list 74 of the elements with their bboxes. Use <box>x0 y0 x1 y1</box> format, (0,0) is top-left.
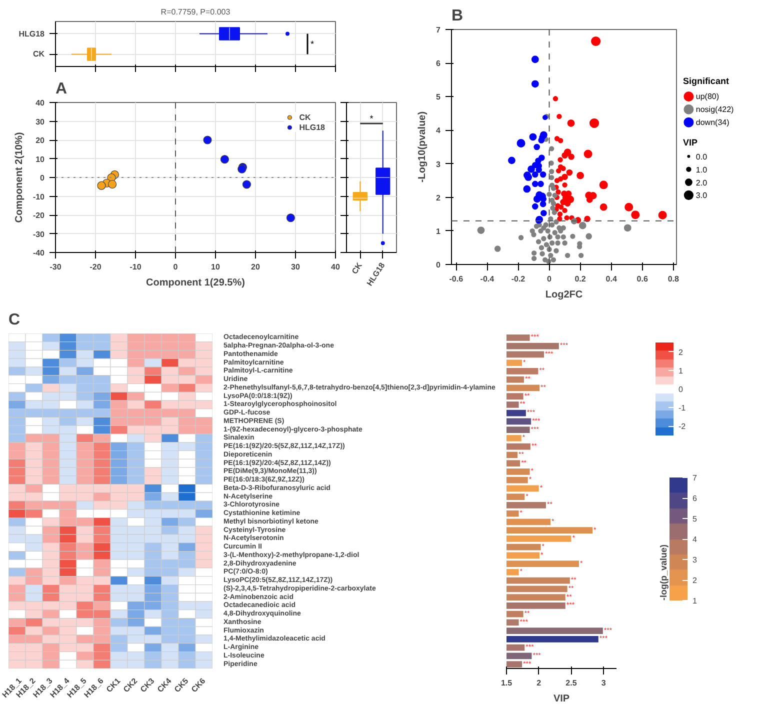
text: VIP <box>682 137 698 148</box>
legend-label: 0.0 <box>696 152 708 162</box>
x-tick-label: -0.2 <box>511 274 526 284</box>
legend-label: 1.0 <box>696 165 708 174</box>
x-tick-label: 0.4 <box>606 274 618 284</box>
y-tick-label: 40 <box>36 98 46 108</box>
color-bar-label: 1 <box>678 366 684 376</box>
x-tick-label: CK5 <box>172 676 191 694</box>
y-tick-label: -10 <box>32 192 46 202</box>
y-tick-label: 5 <box>436 92 442 102</box>
legend-label: down(34) <box>696 118 730 127</box>
y-tick-label: -30 <box>32 230 46 239</box>
x-tick-label: CK1 <box>104 676 123 694</box>
x-tick-label: -10 <box>130 262 142 272</box>
y-tick-label: 7 <box>436 26 442 34</box>
y-axis-title: -Log10(pvalue) <box>417 111 428 183</box>
x-axis-title: Component 1(29.5%) <box>146 278 245 288</box>
text: B <box>452 8 464 24</box>
x-tick-label: 0 <box>547 274 552 284</box>
y-tick-label: 10 <box>36 154 46 164</box>
color-bar-label: -1 <box>678 404 686 413</box>
color-bar-label: 2 <box>692 576 698 585</box>
y-tick-label: 2 <box>436 193 442 202</box>
x-tick-label: 0.8 <box>668 274 680 284</box>
x-axis-title: Log2FC <box>545 290 583 300</box>
y-tick-label: 1 <box>436 226 442 236</box>
x-tick-label: -20 <box>90 262 102 272</box>
x-tick-label: 0 <box>173 262 178 272</box>
legend-label: 3.0 <box>696 191 708 200</box>
y-tick-label: CK <box>32 50 45 59</box>
color-bar-label: 6 <box>692 494 698 503</box>
text: C <box>8 312 20 328</box>
color-bar-label: 7 <box>692 474 698 482</box>
y-tick-label: 6 <box>436 59 442 68</box>
x-tick-label: CK3 <box>138 676 157 694</box>
color-bar-label: 2 <box>678 348 684 357</box>
x-tick-label: 2 <box>536 678 542 688</box>
color-bar-label: 0 <box>678 385 684 394</box>
x-tick-label: CK4 <box>156 676 174 694</box>
y-tick-label: 3 <box>436 160 442 169</box>
y-tick-label: HLG18 <box>18 29 46 38</box>
legend-title: Significant <box>682 76 729 86</box>
y-axis-title: Component 2(10%) <box>14 132 25 223</box>
legend-label: nosig(422) <box>696 104 734 114</box>
x-tick-label: 10 <box>211 262 220 272</box>
annotation: * <box>310 39 314 49</box>
color-bar-label: 4 <box>692 535 698 544</box>
text: A <box>56 80 68 98</box>
y-tick-label: 20 <box>36 136 46 145</box>
x-axis-title: VIP <box>553 694 570 704</box>
y-tick-label: 30 <box>36 117 46 126</box>
annotation: * <box>370 114 374 124</box>
x-tick-label: -0.4 <box>480 274 495 284</box>
y-tick-label: 0 <box>40 174 46 182</box>
x-tick-label: 2.5 <box>566 678 578 688</box>
x-tick-label: -0.6 <box>449 274 464 284</box>
x-tick-label: -30 <box>50 262 62 272</box>
y-tick-label: -20 <box>32 211 46 220</box>
x-tick-label: 0.6 <box>636 274 648 284</box>
x-tick-label: CK2 <box>122 676 140 694</box>
x-tick-label: CK6 <box>190 676 208 694</box>
legend-label: 2.0 <box>696 178 708 188</box>
color-bar-label: 3 <box>692 556 698 564</box>
color-bar-label: 1 <box>692 596 698 606</box>
y-tick-label: -40 <box>32 248 46 258</box>
legend-label: up(80) <box>696 92 720 101</box>
chart-title: R=0.7759, P=0.003 <box>160 8 231 16</box>
color-bar-label: -2 <box>678 422 686 432</box>
x-tick-label: 1.5 <box>500 678 513 688</box>
color-bar-label: 5 <box>692 514 698 524</box>
y-tick-label: 4 <box>436 126 442 136</box>
x-tick-label: 3 <box>601 678 606 688</box>
x-tick-label: 0.2 <box>574 274 586 284</box>
color-bar-title: -log(p_value) <box>658 544 668 600</box>
